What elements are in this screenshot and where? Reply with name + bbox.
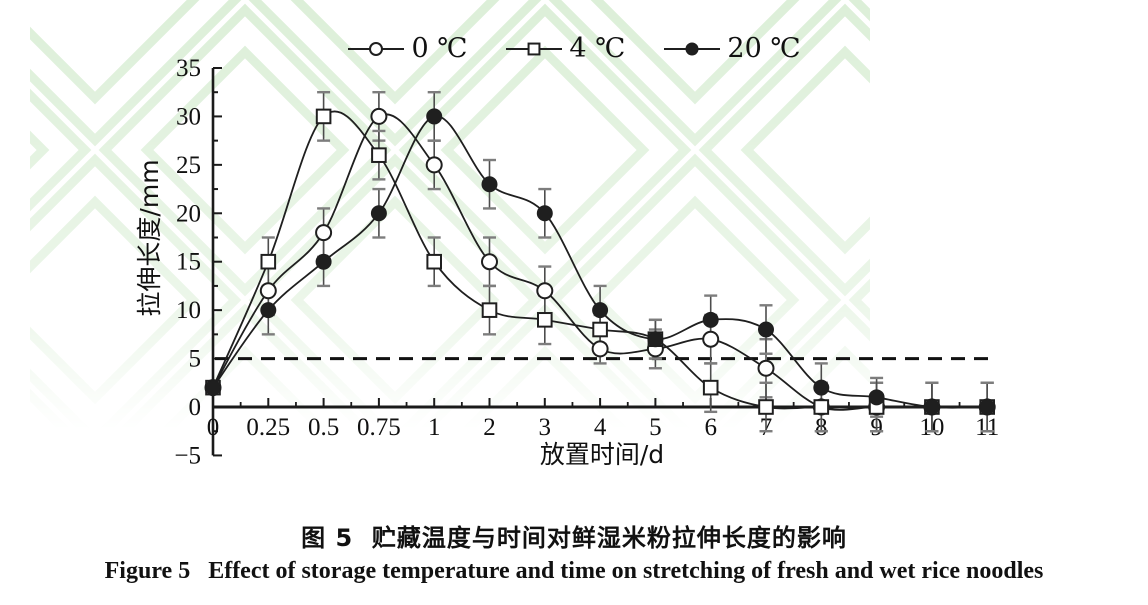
svg-text:0.75: 0.75 [357, 414, 401, 441]
svg-text:25: 25 [176, 152, 201, 179]
svg-text:20: 20 [176, 200, 201, 227]
svg-text:0.5: 0.5 [308, 414, 339, 441]
svg-text:0.25: 0.25 [246, 414, 290, 441]
y-axis-title: 拉伸长度/mm [135, 159, 164, 316]
legend-label-4c: 4 ℃ [569, 33, 626, 64]
svg-text:1: 1 [428, 414, 441, 441]
svg-text:15: 15 [176, 249, 201, 276]
legend-label-0c: 0 ℃ [411, 33, 468, 64]
svg-text:35: 35 [176, 55, 201, 82]
caption-chinese: 图 5 贮藏温度与时间对鲜湿米粉拉伸长度的影响 [301, 524, 847, 552]
legend-item-20c: 20 ℃ [663, 33, 801, 64]
line-chart: −50510152025303500.250.50.75123456789101… [135, 55, 999, 469]
series-markers-2 [205, 108, 996, 415]
legend-label-20c: 20 ℃ [727, 33, 801, 64]
series-line-2 [212, 115, 988, 409]
legend-marker-open-square-icon [506, 42, 563, 55]
legend-marker-open-circle-icon [348, 41, 405, 56]
svg-text:10: 10 [176, 297, 201, 324]
svg-text:5: 5 [649, 414, 662, 441]
svg-text:5: 5 [189, 346, 202, 373]
svg-text:30: 30 [176, 103, 201, 130]
svg-text:−5: −5 [174, 442, 201, 469]
chart-legend: 0 ℃ 4 ℃ 20 ℃ [0, 33, 1148, 64]
x-axis-title: 放置时间/d [540, 440, 664, 469]
svg-text:6: 6 [704, 414, 717, 441]
legend-item-4c: 4 ℃ [505, 33, 625, 64]
svg-text:0: 0 [189, 394, 202, 421]
axes: −50510152025303500.250.50.75123456789101… [174, 55, 999, 469]
svg-text:2: 2 [483, 414, 496, 441]
svg-text:0: 0 [207, 414, 220, 441]
series-line-1 [212, 110, 988, 410]
svg-text:4: 4 [594, 414, 607, 441]
legend-marker-filled-circle-icon [664, 42, 721, 55]
legend-item-0c: 0 ℃ [347, 33, 467, 64]
caption-english: Figure 5 Effect of storage temperature a… [104, 558, 1044, 584]
svg-text:3: 3 [539, 414, 552, 441]
